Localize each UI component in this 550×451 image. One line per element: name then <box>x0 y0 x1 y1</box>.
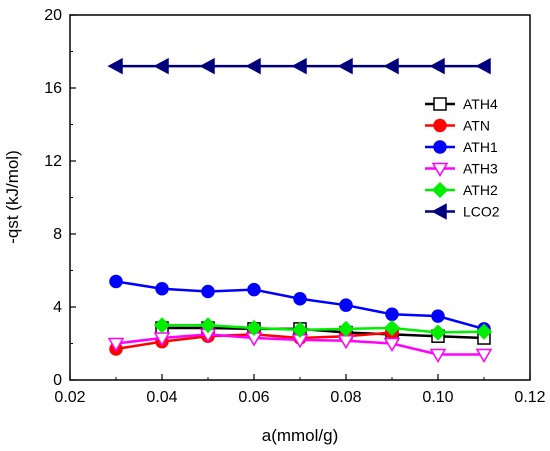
legend-label: ATH3 <box>463 161 498 177</box>
y-tick-labels: 0 4 8 12 16 20 <box>44 7 62 389</box>
data-point <box>385 307 399 322</box>
data-point <box>475 348 493 363</box>
series-ath2 <box>153 317 493 341</box>
data-point <box>199 317 217 334</box>
data-point <box>153 57 169 75</box>
data-point <box>153 317 171 334</box>
data-point <box>107 57 123 75</box>
x-tick-label: 0.02 <box>54 389 85 406</box>
legend-label: ATH4 <box>463 96 498 112</box>
data-point <box>155 282 169 296</box>
legend-marker <box>433 118 447 133</box>
legend-marker <box>431 181 449 199</box>
x-tick-label: 0.12 <box>514 389 545 406</box>
data-point <box>339 298 353 312</box>
legend-label: LCO2 <box>463 204 500 220</box>
x-tick-label: 0.08 <box>330 389 361 406</box>
series-ath1 <box>109 274 491 336</box>
x-tick-label: 0.04 <box>146 389 177 406</box>
y-tick-label: 16 <box>44 80 62 97</box>
data-point <box>383 319 401 337</box>
legend-marker <box>433 97 447 111</box>
x-tick-labels: 0.02 0.04 0.06 0.08 0.10 0.12 <box>54 389 545 406</box>
data-point <box>107 337 125 352</box>
series-line <box>162 326 485 340</box>
data-point <box>383 337 401 352</box>
legend-marker <box>431 162 449 177</box>
data-point <box>337 320 355 337</box>
data-point <box>429 57 445 75</box>
y-tick-label: 12 <box>44 153 62 170</box>
y-axis-title: -qst (kJ/mol) <box>3 150 22 244</box>
series-lco2 <box>107 57 491 75</box>
data-point <box>431 309 445 323</box>
data-point <box>383 57 399 75</box>
axis-ticks <box>69 14 531 381</box>
data-point <box>475 57 491 75</box>
legend-item: ATH4 <box>425 96 498 112</box>
x-tick-label: 0.06 <box>238 389 269 406</box>
data-point <box>247 282 261 297</box>
series-ath3 <box>107 328 493 363</box>
legend-label: ATN <box>463 118 490 134</box>
legend-item: ATH2 <box>425 181 498 199</box>
x-axis-title: a(mmol/g) <box>262 426 339 445</box>
legend-marker <box>431 203 447 220</box>
data-point <box>291 57 307 75</box>
data-point <box>199 57 215 75</box>
legend-label: ATH1 <box>463 139 498 155</box>
legend-item: ATH1 <box>425 139 498 155</box>
data-point <box>201 284 215 299</box>
y-tick-label: 20 <box>44 7 62 24</box>
data-point <box>475 323 493 340</box>
data-point <box>337 57 353 75</box>
data-point <box>429 348 447 363</box>
data-point <box>291 321 309 338</box>
legend-label: ATH2 <box>463 182 498 198</box>
legend-item: LCO2 <box>425 203 500 220</box>
data-point <box>293 292 307 306</box>
y-tick-label: 0 <box>53 372 62 389</box>
data-point <box>109 274 123 289</box>
series-layer <box>107 57 493 363</box>
series-line <box>162 324 485 334</box>
y-tick-label: 4 <box>53 299 62 316</box>
data-point <box>245 57 261 75</box>
legend-item: ATN <box>425 118 490 134</box>
legend-marker <box>433 140 447 154</box>
y-tick-label: 8 <box>53 226 62 243</box>
legend-item: ATH3 <box>425 161 498 177</box>
data-point <box>245 319 263 337</box>
data-point <box>429 324 447 341</box>
x-tick-label: 0.10 <box>422 389 453 406</box>
legend: ATH4 ATN ATH1 ATH3 ATH2 LCO2 <box>425 96 500 220</box>
